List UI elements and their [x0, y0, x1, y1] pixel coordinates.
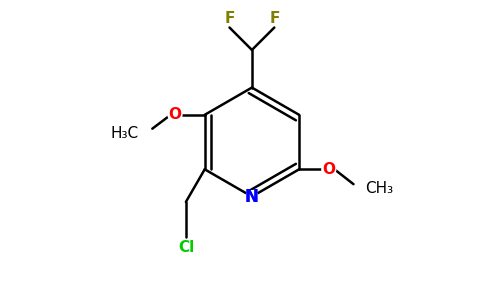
Circle shape	[246, 190, 258, 202]
Text: O: O	[168, 107, 182, 122]
Text: Cl: Cl	[178, 240, 194, 255]
Text: F: F	[269, 11, 280, 26]
Text: F: F	[224, 11, 235, 26]
Circle shape	[322, 162, 336, 176]
Text: H₃C: H₃C	[110, 126, 138, 141]
Text: N: N	[245, 188, 259, 206]
Text: O: O	[322, 162, 335, 177]
Text: N: N	[245, 188, 259, 206]
Circle shape	[168, 108, 182, 122]
Text: CH₃: CH₃	[365, 181, 393, 196]
